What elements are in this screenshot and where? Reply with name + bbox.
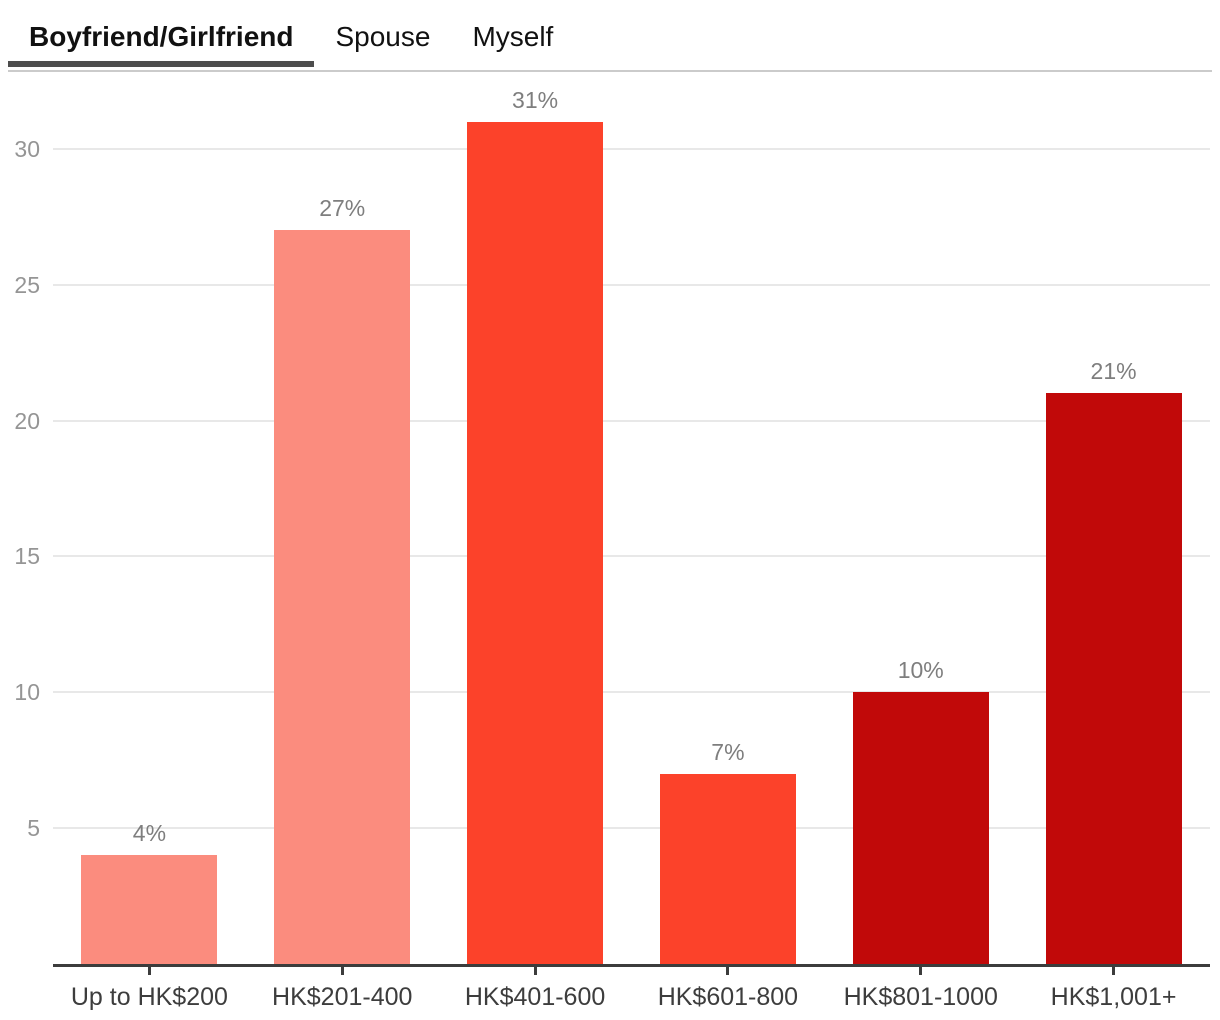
tab-bar: Boyfriend/Girlfriend Spouse Myself bbox=[8, 0, 574, 67]
gridline bbox=[53, 827, 1210, 830]
bar-value-label: 10% bbox=[897, 657, 944, 684]
tab-label: Spouse bbox=[335, 20, 431, 52]
bar-4 bbox=[659, 773, 796, 964]
tab-label: Myself bbox=[472, 20, 554, 52]
tab-myself[interactable]: Myself bbox=[451, 0, 574, 67]
gridline bbox=[53, 555, 1210, 558]
gridline bbox=[53, 419, 1210, 422]
tab-boyfriend-girlfriend[interactable]: Boyfriend/Girlfriend bbox=[8, 0, 315, 67]
x-axis-tick bbox=[147, 967, 151, 975]
gridline bbox=[53, 691, 1210, 694]
tab-label: Boyfriend/Girlfriend bbox=[29, 20, 294, 52]
x-axis-tick bbox=[340, 967, 344, 975]
tab-bar-divider bbox=[8, 70, 1212, 72]
x-axis-category-label: HK$801-1000 bbox=[843, 983, 998, 1011]
bar-value-label: 21% bbox=[1090, 358, 1137, 385]
bar-3 bbox=[467, 121, 604, 964]
bar-1 bbox=[81, 855, 218, 964]
y-axis-tick-label: 25 bbox=[14, 271, 40, 298]
y-axis-tick-label: 15 bbox=[14, 543, 40, 570]
bar-value-label: 4% bbox=[132, 820, 167, 847]
x-axis-tick bbox=[726, 967, 730, 975]
bar-value-label: 7% bbox=[711, 738, 745, 765]
y-axis-tick-label: 5 bbox=[27, 815, 40, 842]
x-axis-tick bbox=[919, 967, 923, 975]
y-axis-tick-label: 10 bbox=[14, 679, 40, 706]
bar-value-label: 31% bbox=[512, 86, 559, 113]
gridline bbox=[53, 147, 1210, 150]
x-axis-tick bbox=[533, 967, 537, 975]
tab-spouse[interactable]: Spouse bbox=[314, 0, 451, 67]
bar-6 bbox=[1045, 393, 1182, 964]
x-axis-category-label: HK$401-600 bbox=[464, 983, 606, 1011]
gridline bbox=[53, 283, 1210, 286]
x-axis-category-label: HK$601-800 bbox=[657, 983, 799, 1011]
bar-2 bbox=[274, 230, 411, 964]
y-axis-tick-label: 30 bbox=[14, 135, 40, 162]
bar-5 bbox=[852, 692, 989, 964]
x-axis-tick bbox=[1112, 967, 1116, 975]
bar-value-label: 27% bbox=[319, 195, 366, 222]
y-axis-tick-label: 20 bbox=[14, 407, 40, 434]
x-axis-category-label: Up to HK$200 bbox=[70, 983, 228, 1011]
x-axis-category-label: HK$201-400 bbox=[272, 983, 413, 1011]
x-axis-category-label: HK$1,001+ bbox=[1050, 983, 1177, 1011]
x-axis-line bbox=[53, 964, 1210, 967]
